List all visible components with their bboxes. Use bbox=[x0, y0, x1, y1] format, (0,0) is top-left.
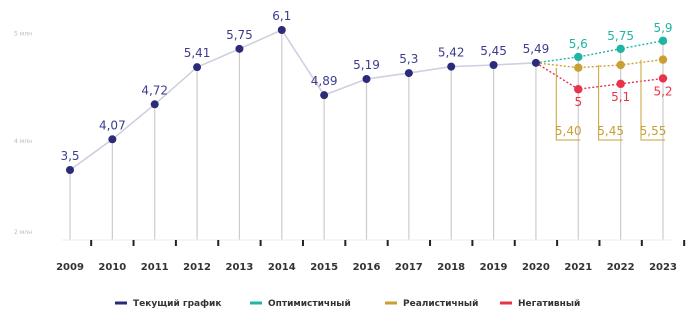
data-label: 5,45 bbox=[597, 124, 624, 138]
data-label: 5,49 bbox=[523, 42, 550, 56]
y-axis-labels: 5 млн 4 млн 2 млн bbox=[14, 30, 32, 236]
legend-label: Текущий график bbox=[133, 299, 221, 309]
series-line bbox=[535, 40, 664, 64]
data-label: 5,75 bbox=[607, 29, 634, 43]
y-tick-label: 2 млн bbox=[14, 229, 32, 236]
data-label: 5,40 bbox=[555, 124, 582, 138]
legend-label: Реалистичный bbox=[403, 299, 478, 309]
data-label: 5,55 bbox=[640, 124, 667, 138]
x-tick-mark bbox=[90, 240, 93, 246]
data-point bbox=[150, 100, 159, 109]
data-label: 5,9 bbox=[653, 21, 672, 35]
legend-label: Негативный bbox=[518, 299, 580, 309]
data-point bbox=[574, 52, 583, 62]
x-tick-mark bbox=[344, 240, 347, 246]
x-tick-label: 2023 bbox=[649, 262, 677, 273]
x-tick-mark bbox=[259, 240, 262, 246]
data-label: 6,1 bbox=[272, 9, 291, 23]
data-label: 5 bbox=[574, 95, 582, 109]
x-tick-label: 2011 bbox=[141, 262, 169, 273]
data-point bbox=[66, 166, 74, 174]
data-point bbox=[362, 75, 371, 83]
data-label: 4,89 bbox=[311, 74, 338, 88]
data-label: 5,45 bbox=[480, 44, 507, 58]
data-labels: 3,5 4,07 4,72 5,41 5,75 6,1 4,89 5,19 5,3 5,42 5,4… bbox=[60, 9, 672, 163]
data-point bbox=[616, 44, 625, 54]
data-label: 5,1 bbox=[611, 90, 630, 104]
data-point bbox=[574, 85, 583, 94]
label-bracket bbox=[640, 59, 665, 141]
x-tick-mark bbox=[429, 240, 432, 246]
series-line bbox=[69, 28, 536, 171]
x-tick-label: 2015 bbox=[310, 262, 338, 273]
data-point bbox=[616, 79, 625, 89]
x-tick-mark bbox=[471, 240, 474, 246]
x-tick-label: 2013 bbox=[226, 262, 254, 273]
y-tick-label: 4 млн bbox=[14, 138, 32, 145]
data-label: 5,75 bbox=[226, 28, 253, 42]
realistic-label-brackets bbox=[555, 59, 665, 141]
data-label: 3,5 bbox=[60, 149, 79, 163]
legend-label: Оптимистичный bbox=[268, 299, 351, 309]
data-label: 5,19 bbox=[353, 58, 380, 72]
data-point bbox=[658, 36, 668, 45]
data-label: 4,07 bbox=[99, 118, 126, 132]
data-point bbox=[531, 58, 540, 67]
x-tick-mark bbox=[683, 240, 686, 246]
label-bracket bbox=[555, 67, 581, 141]
x-tick-mark bbox=[217, 240, 220, 246]
x-tick-label: 2016 bbox=[353, 262, 381, 273]
data-label: 5,6 bbox=[569, 37, 588, 51]
x-tick-label: 2020 bbox=[522, 262, 550, 273]
drop-lines bbox=[69, 30, 664, 240]
series-line bbox=[535, 62, 664, 90]
data-point bbox=[447, 62, 456, 71]
x-axis: 2009 2010 2011 2012 2013 2014 2015 2016 2017 2018… bbox=[56, 239, 686, 273]
data-label: 5,42 bbox=[438, 46, 465, 60]
data-point bbox=[658, 74, 668, 83]
data-point bbox=[193, 63, 202, 72]
data-point bbox=[235, 44, 244, 53]
data-label: 5,2 bbox=[653, 84, 672, 98]
x-tick-mark bbox=[598, 240, 601, 246]
data-point bbox=[108, 135, 117, 144]
data-point bbox=[616, 60, 625, 70]
data-point bbox=[404, 69, 413, 78]
x-tick-mark bbox=[174, 240, 177, 246]
x-tick-label: 2012 bbox=[183, 262, 211, 273]
x-tick-label: 2009 bbox=[56, 262, 84, 273]
data-point bbox=[320, 91, 329, 100]
x-tick-label: 2022 bbox=[607, 262, 635, 273]
x-tick-mark bbox=[301, 240, 304, 246]
data-label: 5,41 bbox=[184, 46, 211, 60]
data-label: 4,72 bbox=[141, 83, 168, 97]
data-point bbox=[277, 26, 286, 34]
data-label: 5,3 bbox=[399, 52, 418, 66]
series-line bbox=[535, 58, 664, 69]
x-tick-label: 2019 bbox=[480, 262, 508, 273]
x-tick-mark bbox=[132, 240, 135, 246]
legend: Текущий график Оптимистичный Реалистичный Н… bbox=[115, 299, 580, 309]
data-point bbox=[574, 63, 583, 72]
series-lines bbox=[69, 28, 664, 171]
x-tick-mark bbox=[556, 240, 559, 246]
x-tick-label: 2018 bbox=[437, 262, 465, 273]
x-tick-mark bbox=[513, 240, 516, 246]
data-point bbox=[658, 55, 668, 64]
y-tick-label: 5 млн bbox=[14, 30, 32, 37]
x-tick-mark bbox=[386, 240, 389, 246]
label-bracket bbox=[598, 65, 623, 141]
x-tick-mark bbox=[640, 240, 643, 246]
x-tick-label: 2021 bbox=[564, 262, 592, 273]
data-points bbox=[66, 26, 668, 174]
x-tick-label: 2010 bbox=[98, 262, 126, 273]
x-tick-label: 2017 bbox=[395, 262, 423, 273]
x-tick-label: 2014 bbox=[268, 262, 296, 273]
data-point bbox=[489, 61, 498, 69]
